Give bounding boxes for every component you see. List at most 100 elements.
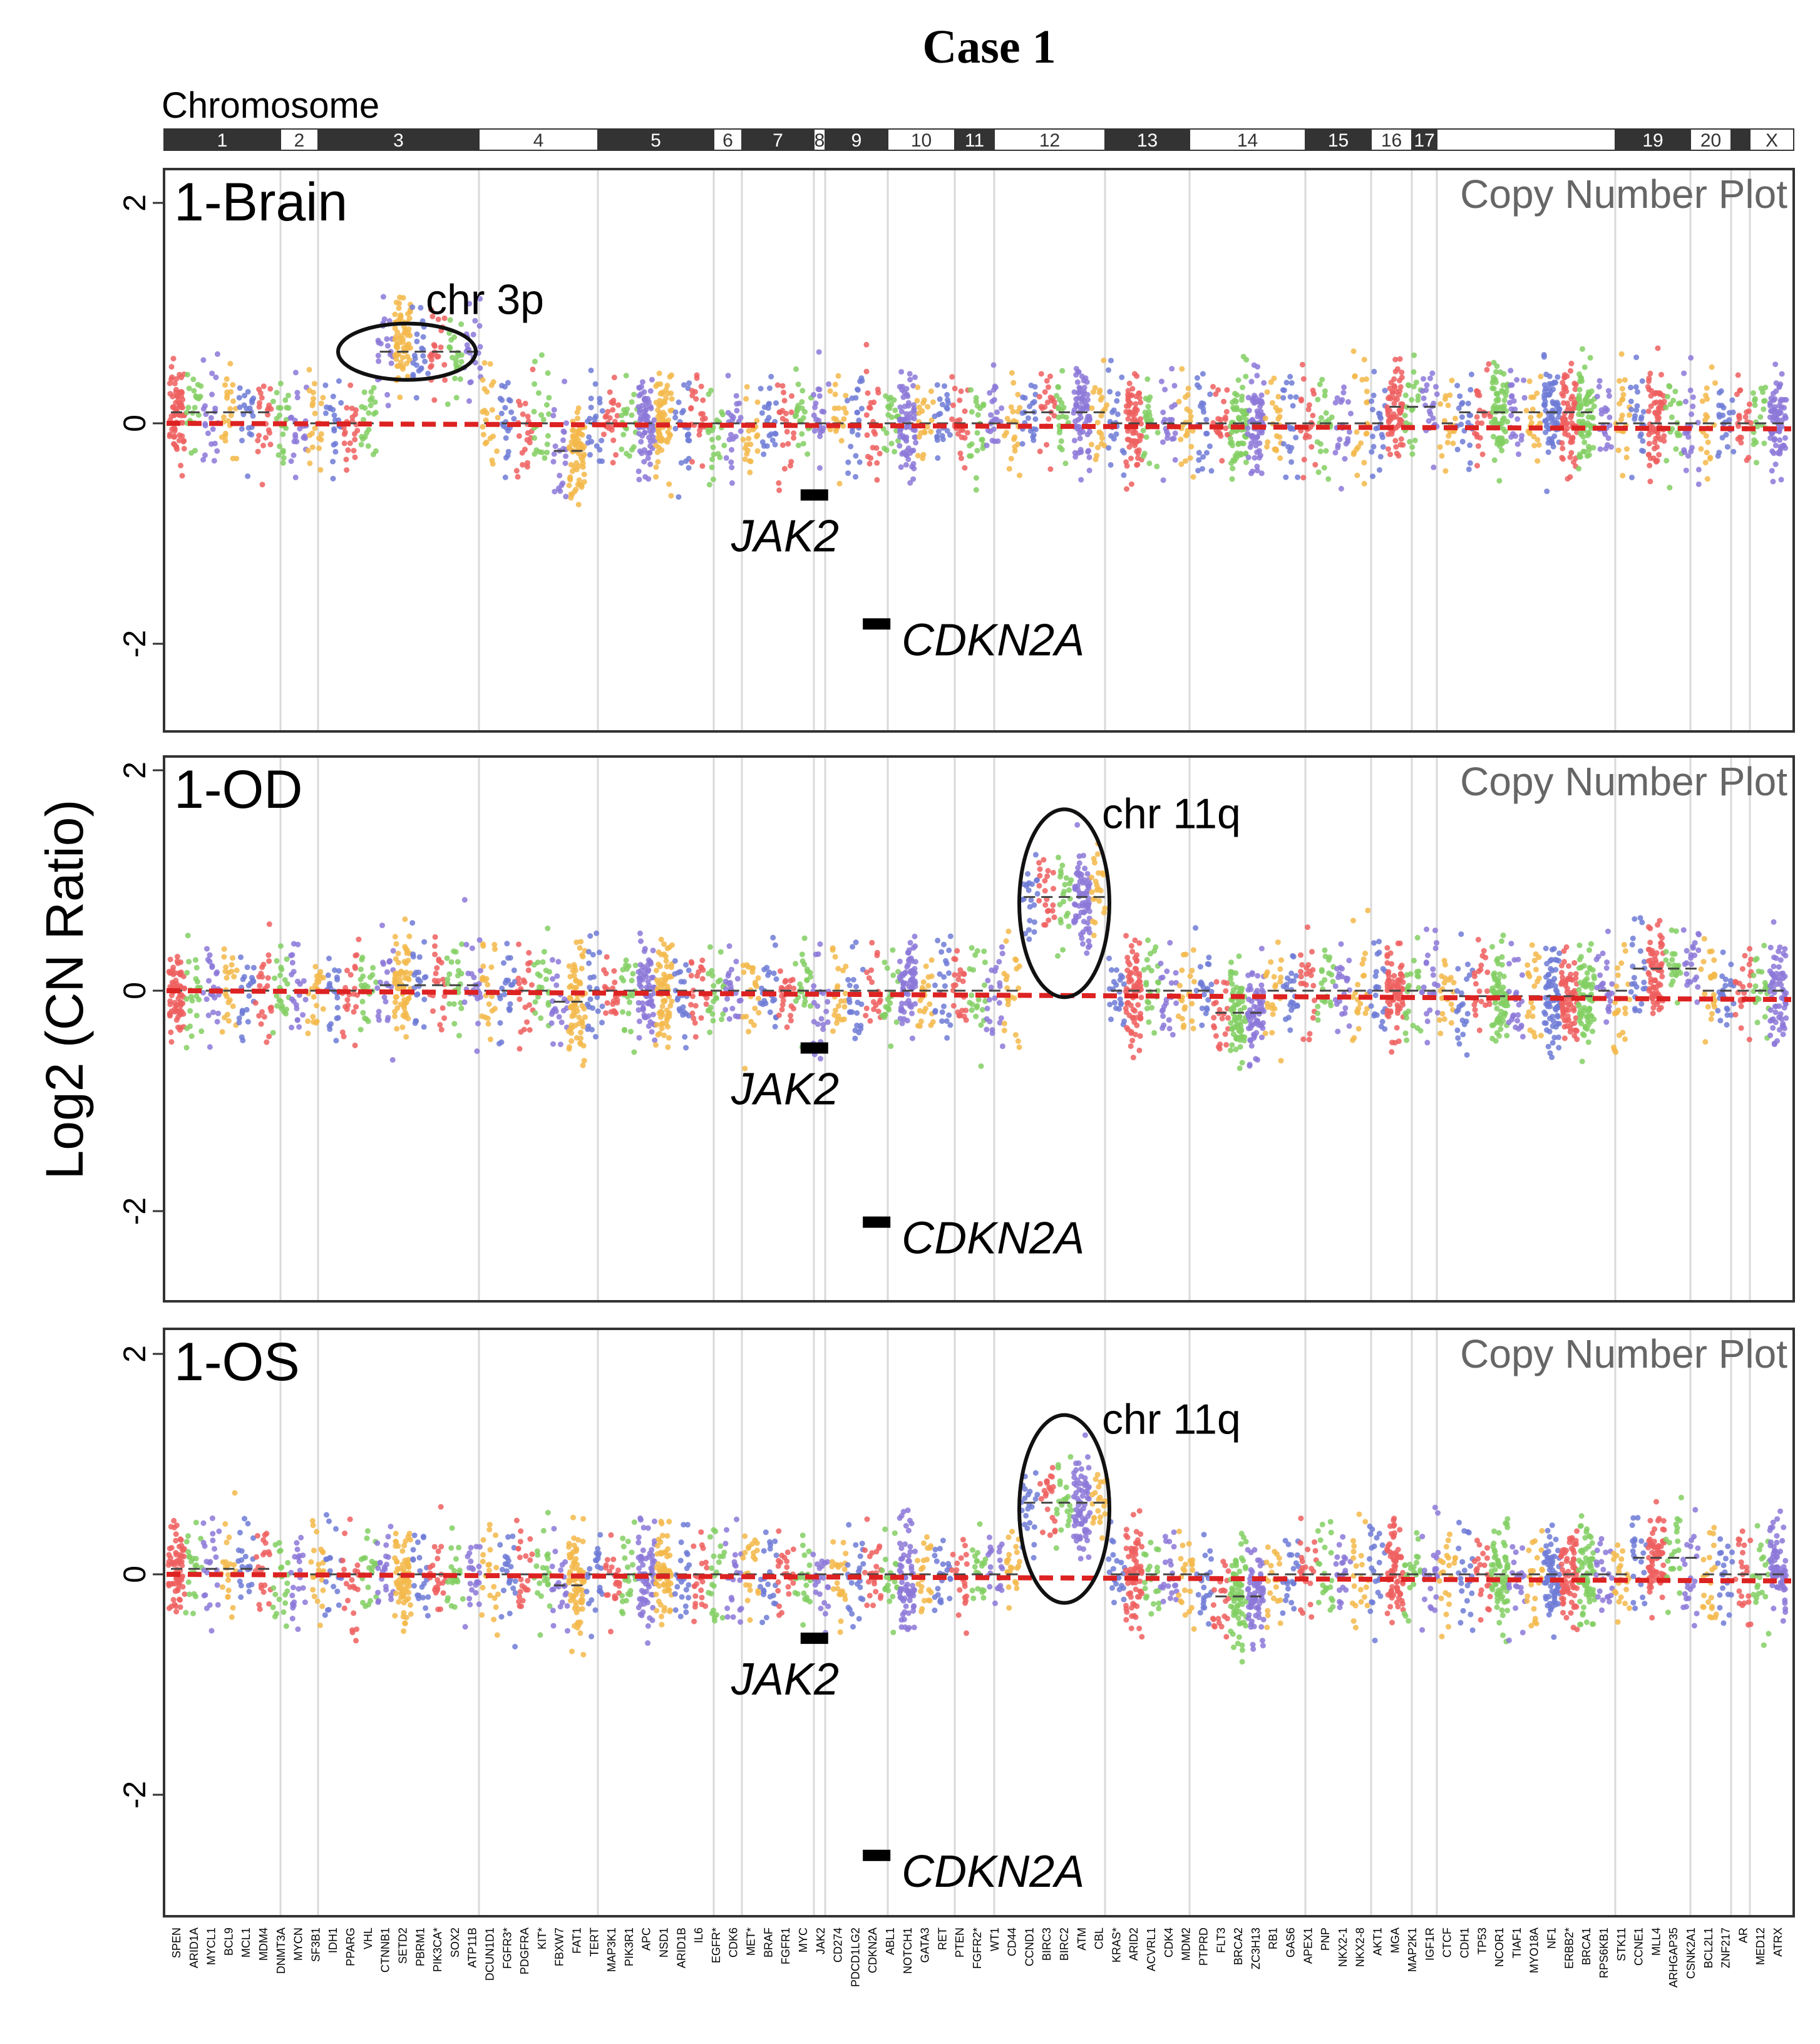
data-point bbox=[666, 944, 672, 951]
data-point bbox=[1658, 400, 1665, 406]
data-point bbox=[525, 413, 531, 420]
data-point bbox=[1123, 932, 1129, 939]
data-point bbox=[1667, 401, 1673, 408]
data-point bbox=[1361, 460, 1367, 466]
data-point bbox=[801, 935, 808, 941]
data-point bbox=[294, 1017, 301, 1023]
data-point bbox=[1576, 452, 1583, 458]
data-point bbox=[322, 382, 329, 388]
data-point bbox=[527, 1027, 533, 1033]
data-point bbox=[972, 952, 979, 958]
data-point bbox=[1256, 448, 1262, 454]
data-point bbox=[505, 453, 511, 458]
data-point bbox=[1185, 385, 1191, 391]
data-point bbox=[438, 344, 444, 351]
data-point bbox=[368, 403, 374, 408]
data-point bbox=[1084, 416, 1090, 423]
data-point bbox=[1548, 381, 1555, 387]
data-point bbox=[236, 1019, 242, 1026]
data-point bbox=[975, 412, 981, 418]
data-point bbox=[1777, 398, 1784, 405]
data-point bbox=[897, 443, 903, 449]
data-point bbox=[1352, 373, 1358, 379]
data-point bbox=[1648, 403, 1654, 410]
data-point bbox=[639, 379, 645, 385]
data-point bbox=[1508, 434, 1514, 440]
data-point bbox=[699, 416, 706, 422]
chromosome-label-X: X bbox=[1766, 130, 1778, 151]
data-point bbox=[1647, 370, 1653, 376]
data-point bbox=[528, 982, 535, 988]
data-point bbox=[167, 998, 173, 1004]
data-point bbox=[395, 951, 401, 957]
data-point bbox=[719, 1016, 725, 1023]
data-point bbox=[351, 448, 357, 454]
data-point bbox=[882, 445, 887, 452]
data-point bbox=[1208, 981, 1215, 988]
data-point bbox=[330, 458, 336, 465]
data-point bbox=[863, 1013, 869, 1019]
data-point bbox=[1027, 403, 1032, 410]
data-point bbox=[372, 399, 378, 405]
data-point bbox=[647, 461, 653, 467]
data-point bbox=[207, 1044, 213, 1050]
data-point bbox=[1011, 995, 1017, 1001]
data-point bbox=[552, 488, 558, 495]
data-point bbox=[1149, 1004, 1155, 1011]
data-point bbox=[1730, 448, 1737, 455]
data-point bbox=[339, 1029, 346, 1035]
data-point bbox=[1363, 431, 1369, 437]
data-point bbox=[407, 333, 413, 339]
data-point bbox=[1580, 346, 1585, 352]
data-point bbox=[1551, 417, 1558, 423]
data-point bbox=[1128, 1043, 1134, 1050]
data-point bbox=[384, 343, 391, 349]
data-point bbox=[1278, 1058, 1284, 1064]
data-point bbox=[653, 968, 659, 974]
data-point bbox=[186, 385, 192, 391]
data-point bbox=[353, 407, 359, 413]
data-point bbox=[1563, 385, 1569, 391]
data-point bbox=[742, 456, 748, 462]
data-point bbox=[916, 410, 922, 416]
data-point bbox=[1379, 431, 1385, 438]
data-point bbox=[996, 1000, 1002, 1006]
data-point bbox=[485, 981, 491, 988]
data-point bbox=[576, 1014, 582, 1021]
data-point bbox=[1578, 420, 1585, 426]
data-point bbox=[1437, 444, 1443, 450]
data-point bbox=[949, 374, 955, 380]
data-point bbox=[1302, 435, 1308, 441]
data-point bbox=[444, 955, 450, 961]
data-point bbox=[568, 462, 574, 468]
data-point bbox=[788, 978, 794, 984]
data-point bbox=[1521, 377, 1527, 383]
data-point bbox=[499, 397, 505, 403]
data-point bbox=[292, 474, 299, 480]
data-point bbox=[1136, 395, 1143, 401]
data-point bbox=[545, 1002, 552, 1008]
data-point bbox=[1548, 389, 1554, 395]
data-point bbox=[846, 983, 853, 988]
data-point bbox=[1535, 458, 1541, 464]
data-point bbox=[1235, 377, 1242, 383]
chromosome-label-15: 15 bbox=[1328, 130, 1349, 151]
data-point bbox=[445, 401, 451, 407]
data-point bbox=[1268, 959, 1274, 965]
data-point bbox=[1193, 925, 1199, 931]
data-point bbox=[744, 447, 751, 453]
data-point bbox=[399, 1024, 406, 1030]
data-point bbox=[1604, 406, 1610, 413]
data-point bbox=[957, 450, 964, 457]
data-point bbox=[334, 1004, 341, 1011]
data-point bbox=[334, 1015, 340, 1021]
data-point bbox=[638, 438, 644, 445]
data-point bbox=[1315, 469, 1322, 475]
data-point bbox=[1391, 395, 1397, 401]
data-point bbox=[1268, 379, 1274, 385]
data-point bbox=[1228, 969, 1234, 975]
data-point bbox=[1128, 942, 1134, 949]
data-point bbox=[414, 991, 421, 997]
data-point bbox=[257, 983, 263, 989]
data-point bbox=[641, 389, 647, 395]
